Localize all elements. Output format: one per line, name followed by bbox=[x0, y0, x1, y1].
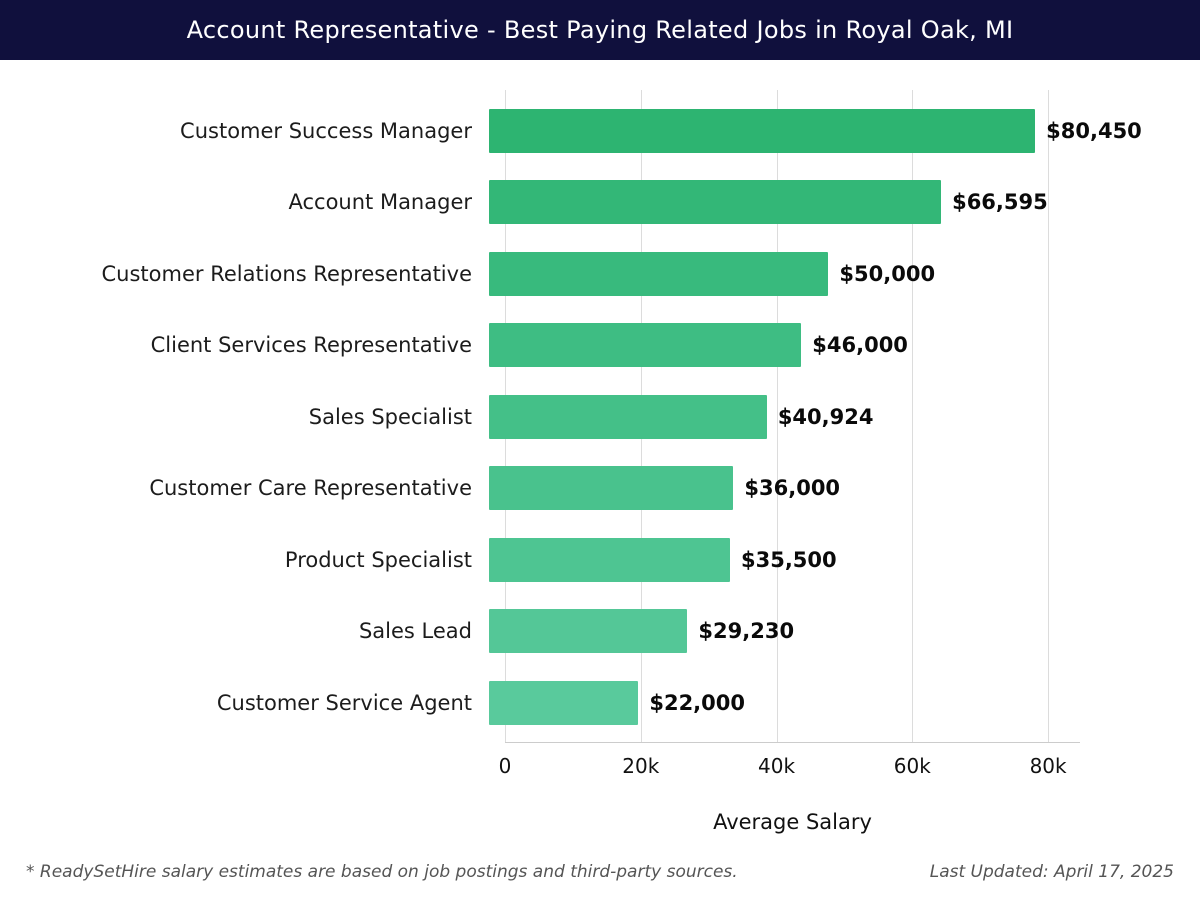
chart-row: Customer Success Manager $80,450 bbox=[0, 95, 1200, 167]
bar bbox=[489, 537, 730, 582]
bar bbox=[489, 466, 734, 511]
bar-track: $40,924 bbox=[489, 394, 874, 439]
bar-track: $80,450 bbox=[489, 108, 1142, 153]
x-axis-line bbox=[505, 742, 1080, 743]
category-label: Sales Lead bbox=[358, 619, 472, 644]
bar-track: $36,000 bbox=[489, 466, 841, 511]
x-tick-label: 80k bbox=[1029, 754, 1067, 778]
chart-row: Customer Care Representative $36,000 bbox=[0, 453, 1200, 525]
x-tick-label: 20k bbox=[622, 754, 660, 778]
bar bbox=[489, 680, 639, 725]
bar-value-label: $36,000 bbox=[744, 476, 841, 501]
bar-value-label: $29,230 bbox=[698, 619, 795, 644]
bar-value-label: $46,000 bbox=[812, 333, 908, 358]
category-label: Product Specialist bbox=[284, 547, 472, 572]
category-label: Customer Care Representative bbox=[149, 476, 472, 501]
bar bbox=[489, 251, 829, 296]
chart-row: Customer Service Agent $22,000 bbox=[0, 667, 1200, 739]
category-label: Customer Success Manager bbox=[180, 118, 472, 143]
bar bbox=[489, 180, 942, 225]
gridline bbox=[1048, 90, 1050, 742]
chart-rows: Customer Success Manager $80,450 Account M… bbox=[0, 95, 1200, 739]
bar-chart: Customer Success Manager $80,450 Account M… bbox=[0, 60, 1200, 834]
bar-value-label: $80,450 bbox=[1046, 118, 1142, 143]
footer-last-updated: Last Updated: April 17, 2025 bbox=[929, 862, 1174, 882]
bar-track: $35,500 bbox=[489, 537, 837, 582]
category-label: Customer Relations Representative bbox=[101, 261, 472, 286]
x-tick-label: 40k bbox=[758, 754, 796, 778]
bar-track: $66,595 bbox=[489, 180, 1048, 225]
bar-track: $22,000 bbox=[489, 680, 745, 725]
chart-row: Client Services Representative $46,000 bbox=[0, 310, 1200, 382]
category-label: Sales Specialist bbox=[308, 404, 472, 429]
category-label: Customer Service Agent bbox=[216, 690, 472, 715]
chart-row: Sales Lead $29,230 bbox=[0, 596, 1200, 668]
bar-value-label: $50,000 bbox=[839, 261, 936, 286]
chart-row: Customer Relations Representative $50,000 bbox=[0, 238, 1200, 310]
bar-value-label: $22,000 bbox=[649, 690, 745, 715]
bar-track: $50,000 bbox=[489, 251, 936, 296]
x-tick-label: 60k bbox=[893, 754, 931, 778]
bar bbox=[489, 394, 767, 439]
bar-value-label: $40,924 bbox=[777, 404, 874, 429]
header-bar: Account Representative - Best Paying Rel… bbox=[0, 0, 1200, 60]
bar-track: $46,000 bbox=[489, 323, 908, 368]
gridline bbox=[776, 90, 778, 742]
category-label: Account Manager bbox=[288, 190, 472, 215]
bar-value-label: $35,500 bbox=[740, 547, 837, 572]
x-axis-ticks: 0 20k 40k 60k 80k bbox=[499, 754, 1080, 784]
category-label: Client Services Representative bbox=[150, 333, 472, 358]
bar-value-label: $66,595 bbox=[952, 190, 1048, 215]
bar bbox=[489, 108, 1036, 153]
gridline bbox=[912, 90, 914, 742]
bar-track: $29,230 bbox=[489, 609, 795, 654]
chart-row: Sales Specialist $40,924 bbox=[0, 381, 1200, 453]
footer-note: * ReadySetHire salary estimates are base… bbox=[26, 862, 738, 882]
x-tick-label: 0 bbox=[498, 754, 512, 778]
x-axis-title: Average Salary bbox=[713, 810, 872, 834]
chart-row: Account Manager $66,595 bbox=[0, 167, 1200, 239]
bar bbox=[489, 609, 688, 654]
page-title: Account Representative - Best Paying Rel… bbox=[186, 16, 1014, 44]
chart-row: Product Specialist $35,500 bbox=[0, 524, 1200, 596]
bar bbox=[489, 323, 802, 368]
footer: * ReadySetHire salary estimates are base… bbox=[0, 820, 1200, 882]
